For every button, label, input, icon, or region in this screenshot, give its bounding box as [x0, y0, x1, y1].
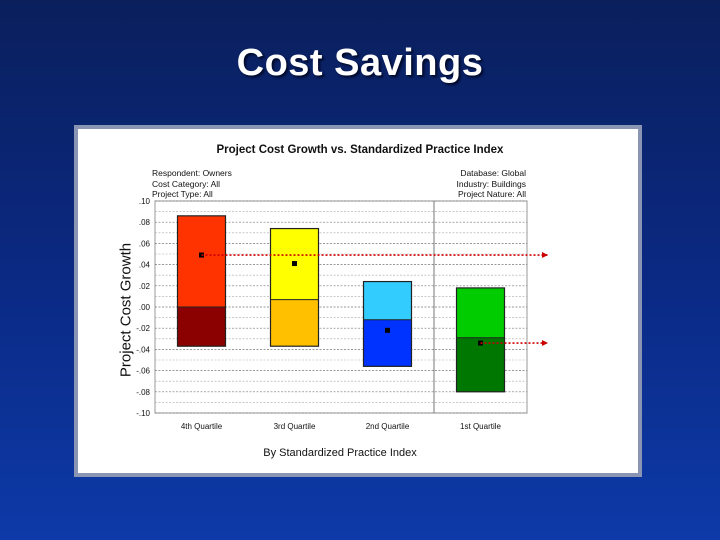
y-tick-label: .10: [139, 197, 151, 206]
chart-title: Project Cost Growth vs. Standardized Pra…: [216, 144, 504, 156]
box-outline: [176, 215, 227, 347]
arrow-top: [542, 252, 548, 259]
box-upper: [363, 281, 412, 320]
info-left: Respondent: Owners Cost Category: All Pr…: [152, 168, 232, 200]
y-tick-label: .04: [139, 261, 151, 270]
x-axis-label-wrap: By Standardized Practice Index: [0, 447, 720, 459]
arrow-bottom: [542, 340, 548, 347]
info-project-type: Project Type: All: [152, 189, 213, 199]
y-tick-label: .02: [139, 282, 151, 291]
y-tick-label: -.10: [136, 409, 150, 418]
x-tick-label: 4th Quartile: [181, 422, 223, 431]
info-industry: Industry: Buildings: [456, 178, 526, 189]
box-lower: [456, 337, 505, 392]
y-tick-label: .08: [139, 218, 151, 227]
y-tick-label: -.08: [136, 388, 150, 397]
box-lower: [177, 307, 226, 347]
x-tick-label: 2nd Quartile: [366, 422, 410, 431]
slide-title: Cost Savings: [236, 42, 484, 84]
box-lower: [363, 319, 412, 367]
box-lower: [270, 299, 319, 347]
info-right: Database: Global Industry: Buildings Pro…: [420, 168, 526, 200]
box-outline: [455, 287, 506, 393]
box-outline: [362, 280, 413, 367]
info-database: Database: Global: [460, 168, 526, 178]
y-tick-label: .06: [139, 239, 151, 248]
info-project-nature: Project Nature: All: [457, 189, 526, 199]
x-tick-label: 1st Quartile: [460, 422, 501, 431]
mean-marker: [292, 261, 297, 267]
y-tick-label: -.06: [136, 367, 150, 376]
y-tick-label: -.02: [136, 324, 150, 333]
box-upper: [456, 287, 505, 338]
y-tick-label: .00: [139, 303, 151, 312]
x-tick-label: 3rd Quartile: [274, 422, 316, 431]
box-outline: [269, 227, 320, 347]
chart-frame: [74, 125, 642, 477]
brace: [551, 254, 563, 344]
y-tick-label: -.04: [136, 345, 150, 354]
x-axis-label: By Standardized Practice Index: [263, 447, 417, 459]
mean-marker: [385, 327, 390, 333]
savings-annotation: 8.5%: [563, 289, 609, 311]
info-cost-category: Cost Category: All: [152, 178, 221, 189]
box-upper: [177, 215, 226, 307]
info-respondent: Respondent: Owners: [152, 168, 232, 178]
